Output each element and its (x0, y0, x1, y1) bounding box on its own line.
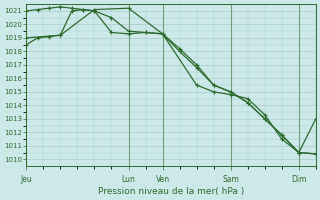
X-axis label: Pression niveau de la mer( hPa ): Pression niveau de la mer( hPa ) (98, 187, 244, 196)
